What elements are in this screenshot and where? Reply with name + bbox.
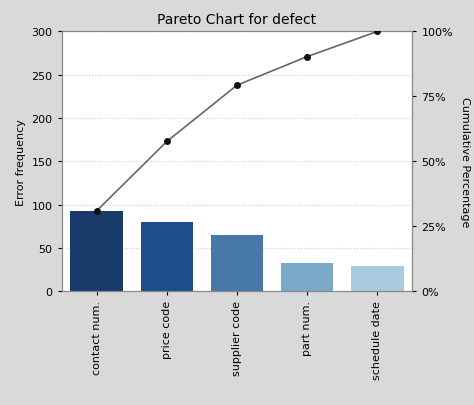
Y-axis label: Error frequency: Error frequency: [16, 119, 26, 205]
Y-axis label: Cumulative Percentage: Cumulative Percentage: [460, 97, 470, 227]
Bar: [140, 222, 193, 292]
Bar: [281, 263, 334, 292]
Bar: [70, 211, 123, 292]
Bar: [351, 266, 403, 292]
Bar: [210, 235, 264, 292]
Title: Pareto Chart for defect: Pareto Chart for defect: [157, 13, 317, 27]
